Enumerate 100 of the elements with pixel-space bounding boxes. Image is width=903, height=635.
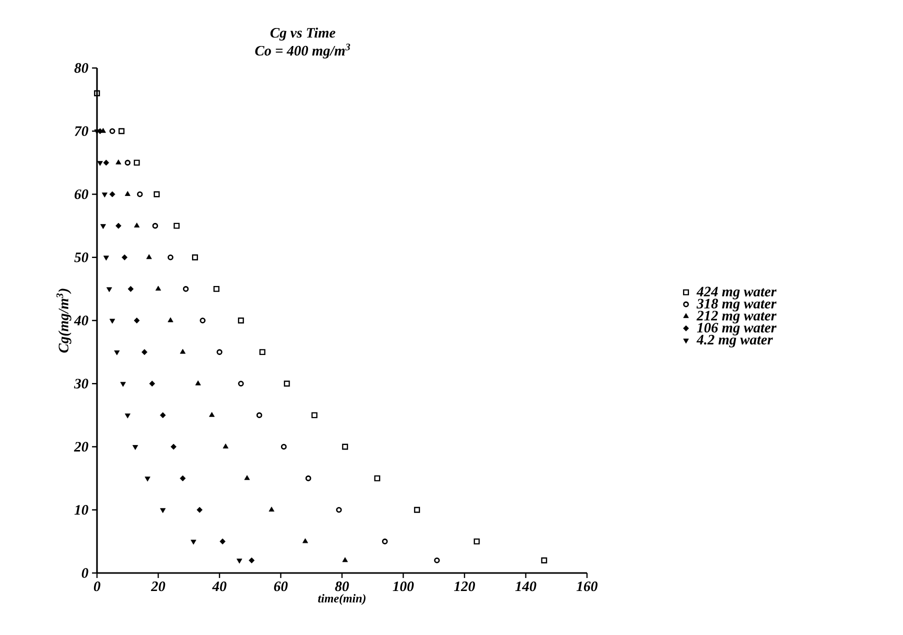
- point: [116, 222, 122, 229]
- point: [180, 348, 186, 354]
- point: [120, 382, 126, 387]
- y-tick-label: 80: [74, 63, 88, 73]
- y-tick-label: 60: [74, 189, 88, 200]
- y-tick-label: 50: [74, 252, 88, 262]
- point: [238, 380, 244, 387]
- point: [209, 412, 215, 417]
- point: [342, 557, 348, 562]
- point: [160, 508, 166, 514]
- point: [134, 160, 140, 166]
- point: [132, 445, 138, 450]
- x-tick-label: 160: [576, 581, 598, 592]
- point: [168, 317, 174, 322]
- point: [109, 191, 116, 198]
- point: [136, 191, 143, 198]
- x-axis-title: time(min): [318, 594, 366, 605]
- point: [109, 128, 116, 134]
- point: [100, 224, 106, 230]
- y-tick-label: 20: [74, 442, 88, 452]
- point: [124, 191, 130, 196]
- point: [103, 256, 109, 261]
- x-tick-label: 120: [454, 581, 476, 592]
- point: [302, 538, 308, 544]
- y-tick-label: 0: [82, 568, 88, 578]
- point: [144, 476, 150, 482]
- point: [190, 540, 196, 545]
- point: [124, 160, 131, 166]
- point: [216, 349, 222, 355]
- point: [280, 444, 287, 450]
- point: [196, 506, 203, 513]
- point: [342, 444, 348, 450]
- point: [170, 444, 176, 450]
- point: [236, 558, 242, 564]
- point: [474, 538, 480, 544]
- point: [168, 254, 174, 260]
- point: [94, 90, 100, 96]
- x-tick-label: 0: [94, 581, 100, 592]
- point: [134, 318, 140, 324]
- legend-label: 212 mg water: [696, 310, 777, 324]
- point: [174, 222, 180, 229]
- chart-subtitle: Co = 400 mg/m$^{3}$: [255, 44, 350, 58]
- point: [102, 192, 108, 198]
- point: [220, 538, 226, 544]
- legend-label: 106 mg water: [697, 322, 777, 336]
- legend-label: 424 mg water: [696, 286, 777, 300]
- point: [116, 160, 122, 164]
- point: [284, 380, 290, 387]
- point: [180, 475, 186, 482]
- point: [160, 412, 166, 418]
- legend-label: 4.2 mg water: [696, 334, 773, 348]
- point: [103, 160, 110, 166]
- point: [152, 222, 158, 229]
- point: [97, 160, 103, 166]
- point: [122, 254, 128, 260]
- point: [244, 475, 250, 480]
- point: [134, 222, 140, 228]
- point: [248, 557, 255, 564]
- point: [382, 538, 388, 544]
- point: [305, 475, 312, 482]
- point: [414, 506, 420, 513]
- point: [118, 128, 124, 134]
- point: [238, 318, 244, 324]
- x-tick-label: 140: [515, 581, 536, 592]
- point: [200, 318, 206, 324]
- legend-label: 318 mg water: [696, 298, 777, 312]
- point: [268, 506, 274, 512]
- point: [259, 349, 266, 356]
- point: [154, 191, 160, 198]
- point: [182, 286, 189, 292]
- y-tick-label: 40: [74, 316, 88, 326]
- x-tick-label: 80: [335, 581, 349, 592]
- point: [541, 557, 548, 564]
- x-tick-label: 40: [212, 581, 226, 592]
- chart-title: Cg vs Time: [270, 28, 336, 41]
- point: [110, 318, 116, 324]
- point: [195, 380, 201, 386]
- y-axis-title: Cg(mg/m$^{3}$): [56, 288, 72, 353]
- y-tick-label: 30: [74, 378, 88, 388]
- point: [311, 412, 318, 418]
- x-tick-label: 20: [150, 581, 166, 592]
- point: [374, 475, 380, 482]
- point: [222, 444, 228, 448]
- point: [124, 413, 130, 418]
- point: [128, 286, 134, 292]
- point: [142, 349, 148, 356]
- point: [434, 557, 440, 564]
- point: [213, 286, 220, 292]
- point: [155, 286, 162, 291]
- point: [114, 350, 120, 356]
- point: [256, 412, 262, 418]
- x-tick-label: 60: [274, 581, 288, 592]
- point: [336, 506, 342, 513]
- point: [149, 380, 156, 387]
- y-tick-label: 70: [74, 126, 88, 136]
- point: [106, 287, 112, 292]
- point: [146, 254, 152, 260]
- point: [192, 254, 198, 260]
- x-tick-label: 100: [392, 581, 414, 592]
- y-tick-label: 10: [74, 505, 88, 515]
